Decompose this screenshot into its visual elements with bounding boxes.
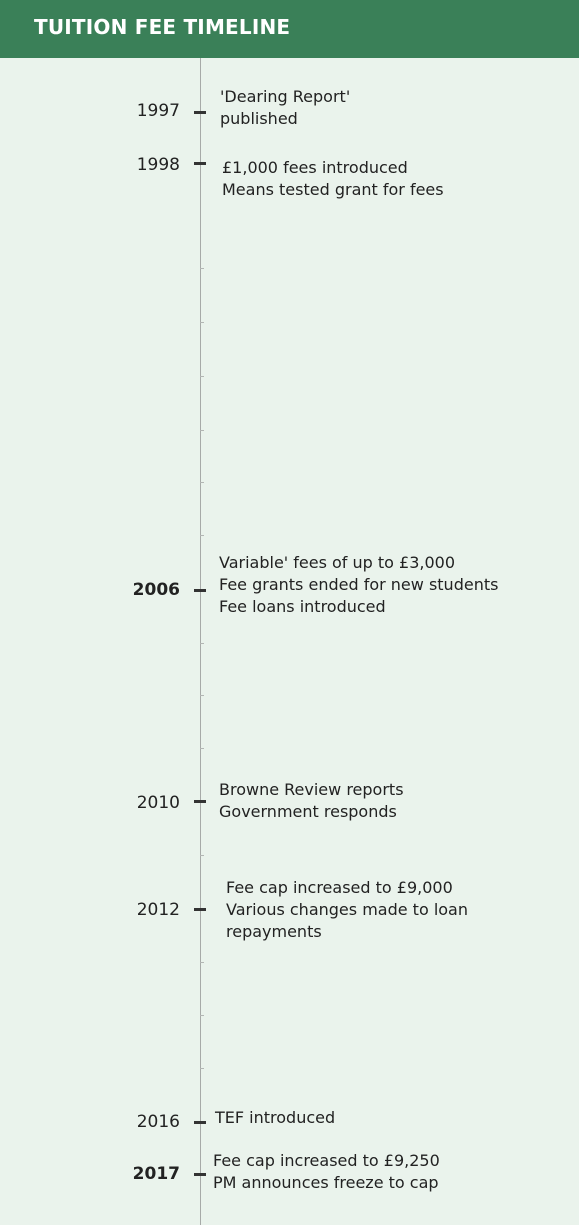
event-2006: Variable' fees of up to £3,000 Fee grant…: [219, 552, 498, 618]
minor-tick: [200, 695, 204, 696]
event-line: repayments: [226, 922, 322, 941]
event-line: PM announces freeze to cap: [213, 1173, 439, 1192]
year-tick-2017: [194, 1173, 206, 1176]
year-label-2010: 2010: [136, 793, 180, 813]
event-2016: TEF introduced: [215, 1107, 335, 1129]
year-tick-2006: [194, 589, 206, 592]
event-2017: Fee cap increased to £9,250 PM announces…: [213, 1150, 440, 1194]
year-label-2012: 2012: [136, 900, 180, 920]
event-2012: Fee cap increased to £9,000 Various chan…: [226, 877, 468, 943]
event-line: Fee grants ended for new students: [219, 575, 499, 594]
event-line: Fee cap increased to £9,000: [226, 878, 453, 897]
year-label-2016: 2016: [136, 1112, 180, 1132]
event-line: £1,000 fees introduced: [222, 158, 408, 177]
event-line: TEF introduced: [215, 1108, 336, 1127]
event-line: 'Dearing Report': [220, 87, 351, 106]
year-tick-2016: [194, 1121, 206, 1124]
event-1998: £1,000 fees introduced Means tested gran…: [222, 157, 444, 201]
event-line: Various changes made to loan: [226, 900, 468, 919]
year-tick-1997: [194, 111, 206, 114]
minor-tick: [200, 643, 204, 644]
event-line: Fee cap increased to £9,250: [213, 1151, 440, 1170]
year-label-1998: 1998: [136, 155, 180, 175]
year-tick-1998: [194, 162, 206, 165]
minor-tick: [200, 1015, 204, 1016]
minor-tick: [200, 962, 204, 963]
year-label-1997: 1997: [136, 101, 180, 121]
timeline-axis: [200, 58, 201, 1225]
year-label-2017: 2017: [132, 1164, 180, 1184]
minor-tick: [200, 430, 204, 431]
event-line: Government responds: [219, 802, 397, 821]
event-line: published: [220, 109, 298, 128]
minor-tick: [200, 322, 204, 323]
minor-tick: [200, 376, 204, 377]
event-line: Browne Review reports: [219, 780, 404, 799]
event-line: Variable' fees of up to £3,000: [219, 553, 456, 572]
page-title: TUITION FEE TIMELINE: [34, 15, 291, 39]
header-bar: TUITION FEE TIMELINE: [0, 0, 579, 58]
year-tick-2012: [194, 908, 206, 911]
minor-tick: [200, 535, 204, 536]
year-label-2006: 2006: [132, 580, 180, 600]
event-2010: Browne Review reports Government respond…: [219, 779, 404, 823]
minor-tick: [200, 482, 204, 483]
minor-tick: [200, 268, 204, 269]
minor-tick: [200, 748, 204, 749]
event-line: Fee loans introduced: [219, 597, 386, 616]
event-1997: 'Dearing Report' published: [220, 86, 350, 130]
event-line: Means tested grant for fees: [222, 180, 444, 199]
year-tick-2010: [194, 800, 206, 803]
minor-tick: [200, 855, 204, 856]
minor-tick: [200, 1068, 204, 1069]
